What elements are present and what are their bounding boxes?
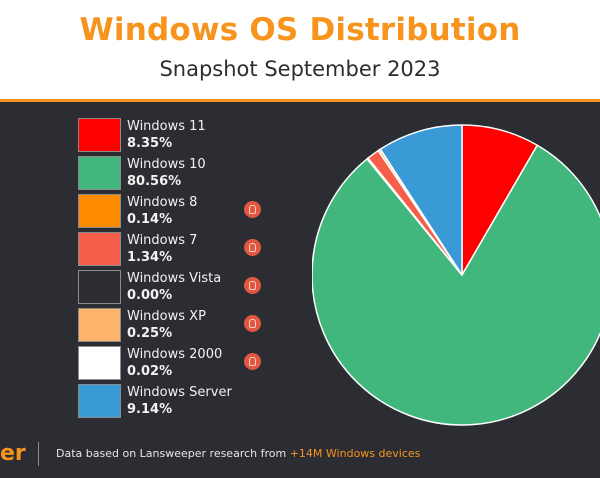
legend-value: 1.34% (127, 250, 173, 265)
legend-swatch (78, 232, 121, 266)
legend-item: Windows 10 80.56% (78, 156, 378, 194)
legend-swatch (78, 194, 121, 228)
legend-label: Windows 10 (127, 157, 206, 172)
legend-label: Windows Server (127, 385, 232, 400)
header: Windows OS Distribution Snapshot Septemb… (0, 0, 600, 100)
pie-slice (312, 144, 600, 426)
legend-item: Windows 11 8.35% (78, 118, 378, 156)
legend-value: 0.25% (127, 326, 173, 341)
lightbulb-icon (244, 353, 261, 370)
legend-label: Windows Vista (127, 271, 222, 286)
legend-label: Windows XP (127, 309, 206, 324)
legend-label: Windows 2000 (127, 347, 223, 362)
legend-value: 80.56% (127, 174, 182, 189)
legend-value: 0.00% (127, 288, 173, 303)
lightbulb-icon (244, 277, 261, 294)
pie-chart (312, 124, 600, 426)
footer-note-highlight: +14M Windows devices (289, 447, 421, 460)
footer-note: Data based on Lansweeper research from +… (56, 447, 420, 460)
lightbulb-icon (244, 315, 261, 332)
legend-item: Windows Server 9.14% (78, 384, 378, 422)
legend-item: Windows 8 0.14% (78, 194, 378, 232)
legend-swatch (78, 270, 121, 304)
legend-label: Windows 7 (127, 233, 198, 248)
legend-swatch (78, 156, 121, 190)
pie-slice (379, 124, 463, 276)
chart-title: Windows OS Distribution (79, 12, 521, 48)
legend-label: Windows 8 (127, 195, 198, 210)
legend-value: 0.02% (127, 364, 173, 379)
footer: er Data based on Lansweeper research fro… (0, 438, 600, 478)
legend-value: 9.14% (127, 402, 173, 417)
legend-item: Windows XP 0.25% (78, 308, 378, 346)
brand-logo: er (0, 441, 26, 466)
chart-subtitle: Snapshot September 2023 (159, 57, 441, 81)
lightbulb-icon (244, 239, 261, 256)
legend-swatch (78, 308, 121, 342)
legend-value: 0.14% (127, 212, 173, 227)
legend-item: Windows 7 1.34% (78, 232, 378, 270)
legend-item: Windows Vista 0.00% (78, 270, 378, 308)
legend-swatch (78, 118, 121, 152)
legend-swatch (78, 346, 121, 380)
header-divider (0, 99, 600, 102)
lightbulb-icon (244, 201, 261, 218)
legend-value: 8.35% (127, 136, 173, 151)
footer-divider (38, 442, 39, 466)
legend-label: Windows 11 (127, 119, 206, 134)
legend-item: Windows 2000 0.02% (78, 346, 378, 384)
footer-note-text: Data based on Lansweeper research from (56, 447, 290, 460)
legend-swatch (78, 384, 121, 418)
